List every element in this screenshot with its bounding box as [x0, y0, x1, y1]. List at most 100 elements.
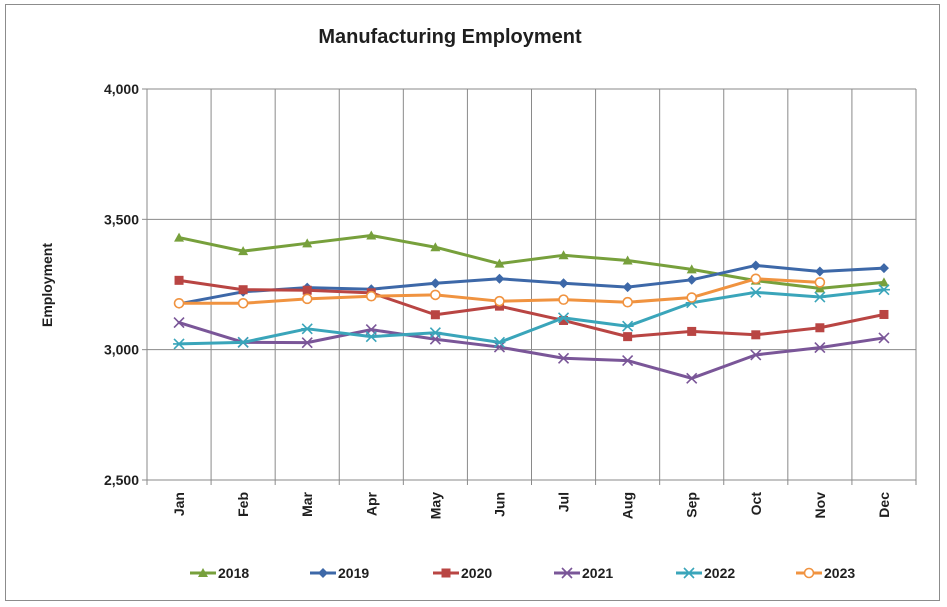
- x-tick-label: Mar: [299, 491, 315, 516]
- series-2019-point: [430, 278, 441, 289]
- x-tick-label: May: [427, 492, 443, 519]
- series-2022-line: [177, 288, 886, 346]
- series-2018-point: [238, 246, 249, 256]
- series-2022-point: [621, 320, 634, 332]
- series-2020-point: [174, 275, 184, 285]
- series-2022-point: [749, 286, 762, 298]
- legend-label: 2021: [582, 565, 613, 581]
- series-2018-point: [686, 264, 697, 274]
- legend: 2018 2019 2020 2021 2022 2023: [190, 565, 855, 581]
- legend-marker: [441, 568, 451, 578]
- series-2022-point: [237, 336, 250, 348]
- series-2019-point: [558, 278, 569, 289]
- legend-marker: [198, 568, 208, 577]
- legend-marker: [318, 568, 328, 578]
- y-tick-label: 3,500: [104, 211, 139, 227]
- series-2023-point: [686, 292, 698, 303]
- series-2019-point: [686, 274, 697, 285]
- series-2021-point: [622, 355, 634, 367]
- legend-item-2018: 2018: [190, 565, 249, 581]
- legend-label: 2022: [704, 565, 735, 581]
- series-2022-point: [877, 284, 890, 296]
- series-2023-point: [750, 273, 762, 285]
- series-group: [173, 230, 890, 384]
- series-2022-point: [557, 312, 570, 324]
- series-2018-point: [558, 250, 569, 260]
- series-2018-point: [622, 255, 633, 265]
- y-tick-label: 4,000: [104, 81, 139, 97]
- series-2020-point: [879, 309, 889, 319]
- legend-label: 2019: [338, 565, 369, 581]
- series-2023-point: [622, 296, 633, 308]
- y-tick-label: 3,000: [104, 342, 139, 358]
- series-2018-point: [494, 258, 505, 268]
- series-2022-point: [365, 331, 378, 343]
- series-2023-point: [301, 293, 313, 305]
- series-2018-point: [814, 283, 825, 293]
- series-2020-point: [430, 310, 440, 320]
- series-2022-point: [429, 327, 442, 339]
- y-tick-label: 2,500: [104, 472, 139, 488]
- series-2021-line: [177, 321, 886, 380]
- chart-frame: [5, 4, 940, 601]
- x-tick-label: Jan: [171, 492, 187, 516]
- series-2023: [173, 273, 826, 309]
- series-2020-line: [177, 278, 886, 339]
- series-2019-line: [177, 263, 886, 306]
- series-2018-point: [878, 277, 889, 287]
- x-tick-label: Sep: [684, 492, 700, 518]
- series-2023-point: [814, 277, 826, 288]
- series-2019-point: [750, 260, 761, 271]
- gridlines: [147, 88, 917, 481]
- series-2023-point: [430, 289, 441, 301]
- series-2021-point: [814, 342, 826, 354]
- series-2018-point: [366, 230, 377, 240]
- y-axis-label: Employment: [39, 243, 55, 327]
- series-2021-point: [878, 332, 890, 344]
- legend-label: 2023: [824, 565, 855, 581]
- legend-label: 2020: [461, 565, 492, 581]
- series-2022-point: [173, 338, 186, 350]
- series-2020-point: [687, 326, 697, 336]
- axes: 2,500 3,000 3,500 4,000 Jan Feb Mar Apr May Jun Ju…: [104, 81, 917, 519]
- legend-item-2019: 2019: [310, 565, 369, 581]
- series-2018-point: [430, 242, 441, 252]
- series-2020-point: [623, 332, 633, 342]
- series-2021-point: [686, 372, 698, 384]
- series-2018-line: [177, 233, 886, 290]
- x-tick-label: Jul: [556, 492, 572, 512]
- series-2019-point: [622, 282, 633, 293]
- x-tick-label: Apr: [363, 491, 379, 516]
- series-2019-point: [494, 273, 505, 284]
- series-2021-point: [301, 337, 313, 349]
- legend-marker: [803, 567, 815, 579]
- series-2022-point: [813, 291, 826, 303]
- series-2023-point: [365, 290, 377, 302]
- x-tick-label: Oct: [748, 492, 764, 516]
- legend-item-2022: 2022: [676, 565, 735, 581]
- series-2021-point: [557, 352, 570, 364]
- series-2023-point: [237, 297, 249, 309]
- x-tick-label: Aug: [620, 492, 636, 519]
- legend-marker: [561, 567, 573, 579]
- series-2020-point: [238, 285, 248, 295]
- series-2022: [173, 284, 890, 350]
- series-2020-point: [751, 330, 761, 340]
- series-2020-point: [815, 323, 825, 333]
- series-2018-point: [302, 238, 313, 248]
- series-2023-point: [173, 297, 185, 309]
- series-2021-point: [173, 316, 185, 329]
- series-2019-point: [878, 263, 889, 274]
- series-2022-point: [493, 336, 506, 348]
- chart-title: Manufacturing Employment: [318, 26, 582, 48]
- series-2020-point: [559, 315, 569, 325]
- series-2021-point: [750, 349, 762, 361]
- legend-marker: [683, 567, 695, 579]
- x-tick-label: Feb: [235, 492, 251, 517]
- legend-item-2023: 2023: [796, 565, 855, 581]
- series-2021-point: [493, 341, 506, 353]
- legend-item-2020: 2020: [433, 565, 492, 581]
- legend-label: 2018: [218, 565, 249, 581]
- series-2018-point: [174, 232, 185, 242]
